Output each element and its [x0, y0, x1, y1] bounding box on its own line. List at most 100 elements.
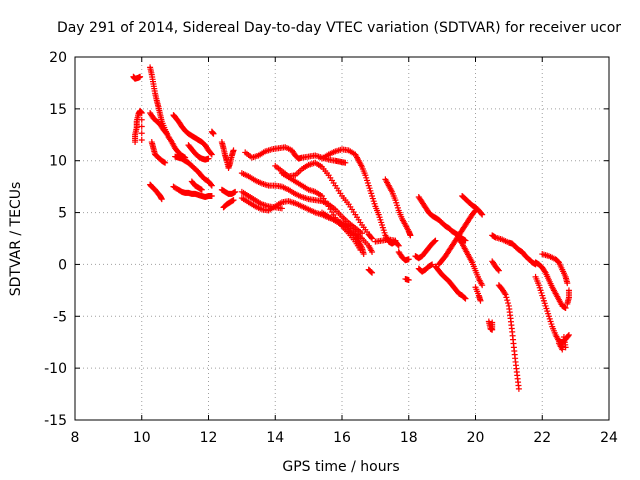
series-arc-04 [147, 110, 170, 137]
series-arc-44 [555, 334, 569, 353]
series-arc-14 [218, 186, 239, 197]
x-tick-label: 14 [266, 430, 284, 446]
data-point [138, 123, 145, 130]
data-point [564, 280, 571, 287]
data-point [562, 344, 569, 351]
series-arc-13 [218, 139, 237, 171]
data-point [461, 294, 468, 301]
data-point [502, 291, 509, 298]
series-arc-26 [382, 176, 414, 239]
y-axis-title: SDTVAR / TECUs [8, 182, 24, 297]
data-point [501, 290, 508, 297]
series-arc-28 [402, 275, 412, 283]
data-point [562, 304, 569, 311]
y-tick-label: -5 [53, 309, 67, 325]
data-point [138, 110, 145, 117]
data-point [504, 297, 511, 304]
series-arc-06 [147, 181, 165, 203]
series-arc-35 [455, 235, 486, 289]
data-point [138, 130, 145, 137]
data-point [208, 192, 215, 199]
data-point [429, 261, 436, 268]
data-point [278, 205, 285, 212]
series-arc-08 [172, 153, 215, 189]
data-point [359, 230, 366, 237]
x-tick-label: 22 [533, 430, 551, 446]
y-tick-label: -10 [44, 361, 67, 377]
data-point [163, 130, 170, 137]
y-tick-label: 10 [49, 154, 67, 170]
series-arc-17 [238, 170, 366, 237]
x-tick-label: 18 [400, 430, 418, 446]
y-tick-label: 0 [58, 257, 67, 273]
data-point [369, 235, 376, 242]
y-tick-label: 20 [49, 50, 67, 66]
data-point [431, 238, 438, 245]
data-point [515, 385, 522, 392]
data-point [158, 196, 165, 203]
data-point [138, 116, 145, 123]
data-point [478, 210, 485, 217]
series-arc-05 [148, 139, 169, 166]
y-tick-labels: 20 15 10 5 0 -5 -10 -15 [44, 50, 67, 429]
data-point [432, 237, 439, 244]
data-point [462, 237, 469, 244]
data-point [162, 159, 169, 166]
data-point [208, 150, 215, 157]
y-tick-label: 15 [49, 102, 67, 118]
series-arc-33 [435, 207, 479, 268]
data-point [394, 241, 401, 248]
data-point [489, 319, 496, 326]
series-arc-07 [170, 112, 215, 158]
series-arc-02 [132, 107, 145, 146]
series-arc-39 [495, 282, 522, 392]
data-point [138, 136, 145, 143]
series-arc-31 [415, 261, 436, 275]
series-arc-41 [532, 259, 569, 311]
grid-lines [75, 57, 609, 420]
chart-title: Day 291 of 2014, Sidereal Day-to-day VTE… [57, 20, 621, 36]
data-point [479, 211, 486, 218]
data-point [368, 268, 375, 275]
y-tick-label: -15 [44, 413, 67, 429]
series-arc-36 [472, 284, 484, 304]
series-arc-40 [489, 258, 502, 274]
data-point [407, 232, 414, 239]
series-arc-43 [539, 251, 571, 287]
data-point [232, 188, 239, 195]
series-arc-09 [170, 183, 215, 201]
x-tick-label: 10 [133, 430, 151, 446]
data-point [541, 268, 548, 275]
data-point [565, 332, 572, 339]
data-point [477, 297, 484, 304]
data-point [208, 151, 215, 158]
data-point [405, 276, 412, 283]
series-arc-27 [395, 248, 412, 264]
data-point [360, 251, 367, 258]
series-arc-24 [365, 266, 376, 276]
series-arc-15 [220, 197, 237, 211]
data-point [162, 129, 169, 136]
data-point [205, 155, 212, 162]
data-point [565, 331, 572, 338]
data-point [368, 234, 375, 241]
series-arc-32 [432, 263, 469, 302]
data-point [210, 130, 217, 137]
data-point [505, 300, 512, 307]
data-point [369, 269, 376, 276]
data-point [208, 182, 215, 189]
series-arc-16 [242, 144, 349, 166]
data-point [369, 248, 376, 255]
data-point [564, 300, 571, 307]
y-tick-label: 5 [58, 206, 67, 222]
series-arc-20 [272, 159, 376, 242]
series-arc-37 [485, 318, 496, 333]
x-tick-label: 20 [467, 430, 485, 446]
series-arc-38 [489, 232, 539, 268]
data-point [462, 295, 469, 302]
series-arc-01 [130, 73, 144, 82]
data-point [503, 294, 510, 301]
series-arc-23 [318, 146, 402, 249]
data-point [342, 159, 349, 166]
